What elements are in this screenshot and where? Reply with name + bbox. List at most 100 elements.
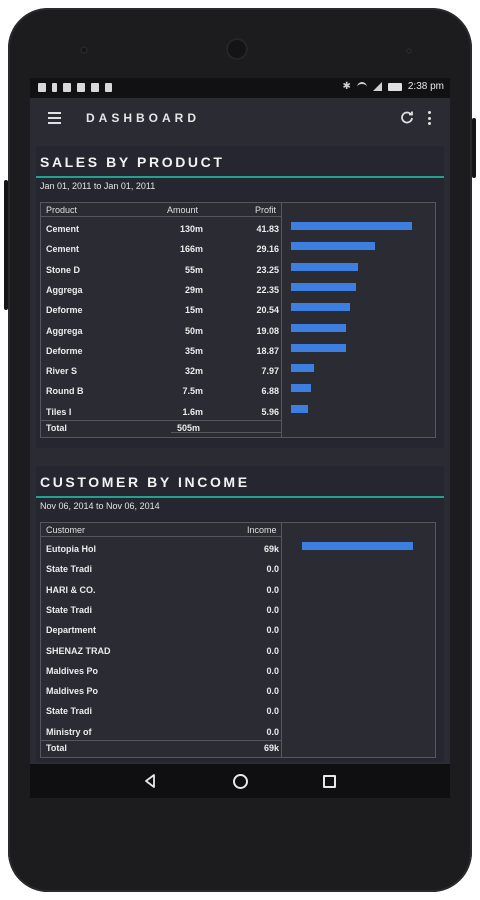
bar xyxy=(291,282,356,291)
battery-icon xyxy=(387,82,402,91)
sales-panel-title: SALES BY PRODUCT xyxy=(40,154,225,170)
table-row[interactable]: State Tradi 0.0 xyxy=(41,559,281,579)
notification-icons xyxy=(38,83,112,92)
customer-bar-chart xyxy=(282,523,435,757)
table-row[interactable]: Aggrega 29m 22.35 xyxy=(41,280,281,300)
product-cell: Aggrega xyxy=(46,325,83,336)
power-button xyxy=(472,118,476,178)
profit-cell: 23.25 xyxy=(256,264,279,275)
table-row[interactable]: Ministry of 0.0 xyxy=(41,722,281,742)
income-cell: 0.0 xyxy=(266,584,279,595)
profit-cell: 19.08 xyxy=(256,325,279,336)
table-row[interactable]: Maldives Po 0.0 xyxy=(41,661,281,681)
bar xyxy=(291,404,309,413)
product-cell: Deforme xyxy=(46,305,83,316)
profit-cell: 18.87 xyxy=(256,345,279,356)
amount-cell: 166m xyxy=(179,244,203,255)
product-cell: Cement xyxy=(46,224,80,234)
income-cell: 0.0 xyxy=(266,706,279,717)
sales-title-underline xyxy=(36,176,444,178)
amount-cell: 1.6m xyxy=(182,406,203,417)
table-row[interactable]: Maldives Po 0.0 xyxy=(41,681,281,701)
bar xyxy=(291,303,351,312)
sales-bar-chart xyxy=(282,203,435,437)
home-icon[interactable] xyxy=(233,774,248,789)
customer-panel-title: CUSTOMER BY INCOME xyxy=(40,474,250,490)
table-row[interactable]: Deforme 35m 18.87 xyxy=(41,341,281,361)
product-cell: Cement xyxy=(46,244,80,255)
bar xyxy=(302,542,413,550)
volume-button xyxy=(4,180,8,310)
status-right: ✱ 2:38 pm xyxy=(342,81,444,92)
notification-icon xyxy=(38,83,46,92)
profit-cell: 6.88 xyxy=(261,386,279,397)
customer-total-income: 69k xyxy=(263,743,279,753)
table-row[interactable]: Stone D 55m 23.25 xyxy=(41,260,281,280)
table-row[interactable]: State Tradi 0.0 xyxy=(41,701,281,721)
recent-apps-icon[interactable] xyxy=(323,775,336,788)
device-screen: ✱ 2:38 pm DASHBOARD SALES BY PRODUCT Jan… xyxy=(30,78,450,798)
overflow-menu-icon[interactable] xyxy=(428,111,432,125)
income-cell: 69k xyxy=(263,544,279,554)
table-row[interactable]: HARI & CO. 0.0 xyxy=(41,580,281,600)
amount-cell: 29m xyxy=(184,284,203,295)
amount-cell: 130m xyxy=(179,224,203,234)
refresh-icon[interactable] xyxy=(400,110,414,124)
total-amount-divider xyxy=(171,432,281,433)
income-cell: 0.0 xyxy=(266,564,279,575)
customer-table-values: Customer Income Eutopia Hol 69k State Trad… xyxy=(41,523,282,757)
header-divider xyxy=(41,216,281,217)
customer-column-header: Customer xyxy=(46,525,86,535)
income-cell: 0.0 xyxy=(266,726,279,737)
sales-total-amount: 505m xyxy=(177,423,201,433)
product-column-header: Product xyxy=(46,205,78,215)
table-row[interactable]: Cement 166m 29.16 xyxy=(41,239,281,259)
customer-by-income-panel: CUSTOMER BY INCOME Nov 06, 2014 to Nov 0… xyxy=(36,466,444,762)
status-time: 2:38 pm xyxy=(407,81,444,92)
income-cell: 0.0 xyxy=(266,625,279,636)
sales-table[interactable]: Product Amount Profit Cement 130m 41.83 Cem… xyxy=(40,202,436,438)
amount-column-header: Amount xyxy=(167,205,199,215)
amount-cell: 15m xyxy=(184,305,203,316)
income-cell: 0.0 xyxy=(266,604,279,615)
sd-card-icon xyxy=(63,83,71,92)
amount-cell: 32m xyxy=(184,366,203,377)
customer-cell: State Tradi xyxy=(46,564,93,575)
income-cell: 0.0 xyxy=(266,645,279,656)
amount-cell: 50m xyxy=(184,325,203,336)
table-row[interactable]: River S 32m 7.97 xyxy=(41,361,281,381)
income-cell: 0.0 xyxy=(266,686,279,697)
customer-total-divider xyxy=(41,740,281,741)
table-row[interactable]: Department 0.0 xyxy=(41,620,281,640)
table-row[interactable]: Aggrega 50m 19.08 xyxy=(41,321,281,341)
product-cell: Aggrega xyxy=(46,284,83,295)
hamburger-menu-icon[interactable] xyxy=(48,112,61,124)
amount-cell: 55m xyxy=(184,264,203,275)
table-row[interactable]: Cement 130m 41.83 xyxy=(41,219,281,239)
table-row[interactable]: Round B 7.5m 6.88 xyxy=(41,381,281,401)
product-cell: River S xyxy=(46,366,78,377)
customer-table[interactable]: Customer Income Eutopia Hol 69k State Trad… xyxy=(40,522,436,758)
app-bar: DASHBOARD xyxy=(30,98,450,140)
sales-date-range: Jan 01, 2011 to Jan 01, 2011 xyxy=(40,181,156,191)
customer-date-range: Nov 06, 2014 to Nov 06, 2014 xyxy=(40,501,160,511)
wifi-icon xyxy=(356,81,367,92)
product-cell: Stone D xyxy=(46,264,81,275)
customer-total-label: Total xyxy=(46,743,67,753)
table-row[interactable]: State Tradi 0.0 xyxy=(41,600,281,620)
product-cell: Deforme xyxy=(46,345,83,356)
table-row[interactable]: Tiles I 1.6m 5.96 xyxy=(41,402,281,422)
bar xyxy=(291,343,346,352)
customer-cell: Eutopia Hol xyxy=(46,544,96,554)
amount-cell: 35m xyxy=(184,345,203,356)
bar xyxy=(291,364,315,373)
lock-icon xyxy=(77,83,85,92)
table-row[interactable]: Eutopia Hol 69k xyxy=(41,539,281,559)
earpiece-speaker xyxy=(226,38,248,60)
back-icon[interactable] xyxy=(144,774,156,788)
bar xyxy=(291,222,412,230)
profit-column-header: Profit xyxy=(255,205,277,215)
usb-icon xyxy=(52,83,57,92)
table-row[interactable]: SHENAZ TRAD 0.0 xyxy=(41,641,281,661)
table-row[interactable]: Deforme 15m 20.54 xyxy=(41,300,281,320)
